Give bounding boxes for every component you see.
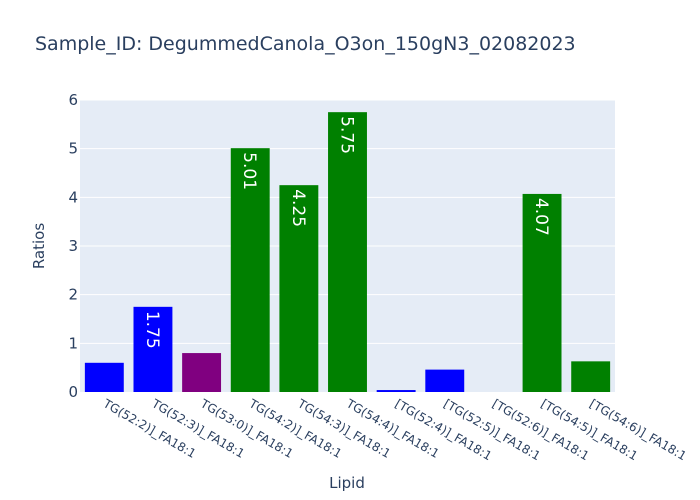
bar-value-label: 4.25 [288,189,308,227]
chart-title: Sample_ID: DegummedCanola_O3on_150gN3_02… [35,33,576,55]
y-tick-label: 2 [68,286,78,304]
bar-value-label: 4.07 [531,198,551,236]
bar[interactable] [522,193,562,392]
x-axis-ticks: TG(52:2)]_FA18:1TG(52:3)]_FA18:1TG(53:0)… [100,396,689,463]
y-tick-label: 3 [68,237,78,255]
bar-value-label: 1.75 [142,311,162,349]
bar[interactable] [571,361,611,392]
bar[interactable] [133,306,173,392]
y-axis-title: Ratios [30,223,48,270]
bar[interactable] [230,148,270,392]
bar[interactable] [279,185,319,392]
x-tick-label: TG(52:2)]_FA18:1 [100,396,198,461]
bar[interactable] [84,362,124,392]
bars [84,112,611,393]
y-tick-label: 6 [68,91,78,109]
bar[interactable] [376,390,416,392]
bar-value-label: 5.75 [337,116,357,154]
bar[interactable] [425,369,465,392]
y-tick-label: 1 [68,334,78,352]
bar[interactable] [182,353,222,392]
bar-value-label: 5.01 [239,152,259,190]
y-axis-ticks: 0 1 2 3 4 5 6 [68,91,78,401]
bar-labels: 1.75 5.01 4.25 5.75 4.07 [142,116,551,349]
y-tick-label: 5 [68,140,78,158]
y-tick-label: 0 [68,383,78,401]
x-axis-title: Lipid [329,474,365,492]
bar[interactable] [328,112,367,393]
y-tick-label: 4 [68,188,78,206]
